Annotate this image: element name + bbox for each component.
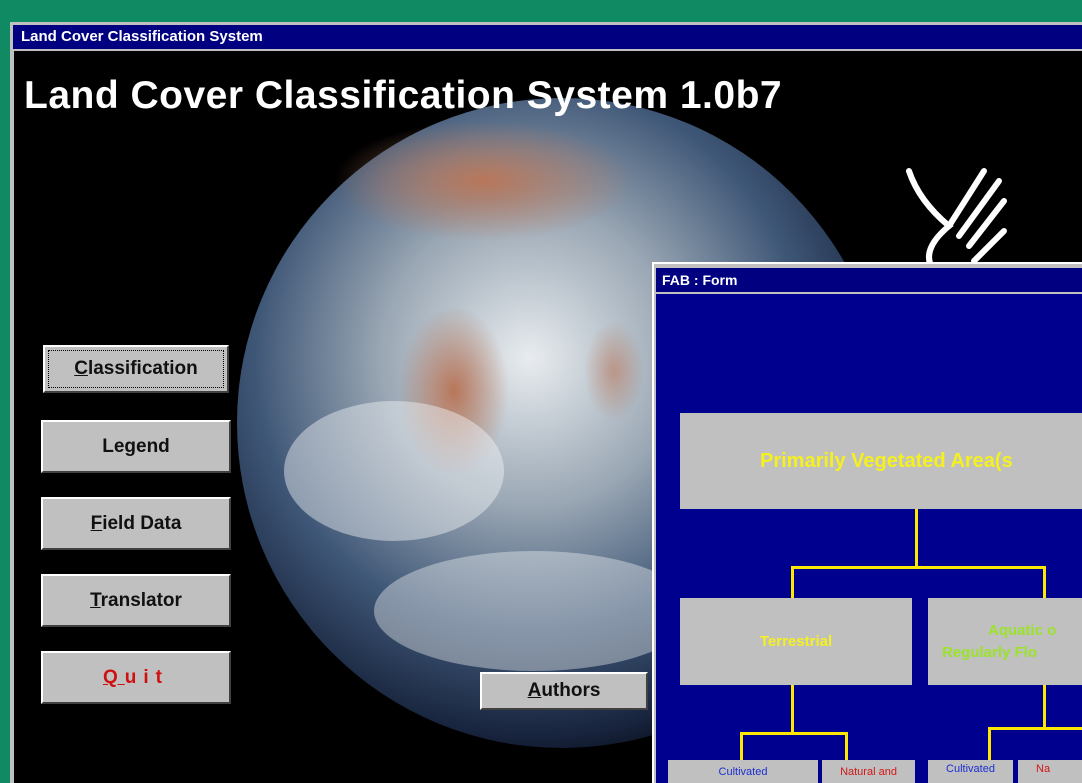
node-label: Aquatic o <box>942 620 1056 642</box>
translator-button[interactable]: Translator <box>41 574 231 627</box>
leaf-node: Natural and <box>822 760 915 783</box>
connector <box>1043 685 1046 730</box>
node-label: Regularly Flo <box>942 642 1037 664</box>
authors-button[interactable]: Authors <box>480 672 648 710</box>
connector <box>988 727 1082 730</box>
quit-button[interactable]: Quit <box>41 651 231 704</box>
leaf-node: Na <box>1018 760 1082 783</box>
node-label: Terrestrial <box>760 633 832 650</box>
legend-button[interactable]: Legend <box>41 420 231 473</box>
connector <box>845 732 848 760</box>
button-label: Authors <box>528 680 601 702</box>
button-label: Field Data <box>91 513 182 535</box>
field-data-button[interactable]: Field Data <box>41 497 231 550</box>
leaf-node: Cultivated <box>928 760 1013 783</box>
button-label: Legend <box>102 436 170 458</box>
connector <box>791 685 794 735</box>
app-heading: Land Cover Classification System 1.0b7 <box>24 74 782 118</box>
form-body: Primarily Vegetated Area(s Terrestrial A… <box>656 294 1082 783</box>
connector <box>740 732 743 760</box>
classification-button[interactable]: Classification <box>43 345 229 393</box>
connector <box>988 727 991 760</box>
form-title: FAB : Form <box>656 268 1082 292</box>
leaf-node: Cultivated <box>668 760 818 783</box>
node-label: Primarily Vegetated Area(s <box>760 450 1013 473</box>
screen: Land Cover Classification System <box>0 0 1082 783</box>
node-label: Na <box>1036 763 1050 775</box>
button-label: Translator <box>90 590 182 612</box>
node-label: Cultivated <box>946 763 995 775</box>
node-label: Cultivated <box>719 766 768 778</box>
terrestrial-node: Terrestrial <box>680 598 912 685</box>
connector <box>791 566 794 598</box>
connector <box>1043 566 1046 598</box>
button-label: Quit <box>103 667 169 689</box>
connector <box>915 509 918 569</box>
node-label: Natural and <box>840 766 897 778</box>
button-label: Classification <box>74 358 198 380</box>
window-title: Land Cover Classification System <box>13 25 1082 49</box>
connector <box>740 732 848 735</box>
root-node: Primarily Vegetated Area(s <box>680 413 1082 509</box>
connector <box>791 566 1046 569</box>
